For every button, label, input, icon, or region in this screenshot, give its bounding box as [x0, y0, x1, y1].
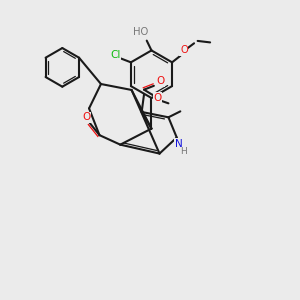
Text: O: O	[156, 76, 164, 86]
Text: H: H	[181, 147, 187, 156]
Text: N: N	[175, 139, 182, 149]
Text: O: O	[180, 45, 188, 56]
Text: Cl: Cl	[110, 50, 121, 61]
Text: HO: HO	[133, 27, 148, 37]
Text: O: O	[82, 112, 91, 122]
Text: O: O	[154, 93, 162, 103]
